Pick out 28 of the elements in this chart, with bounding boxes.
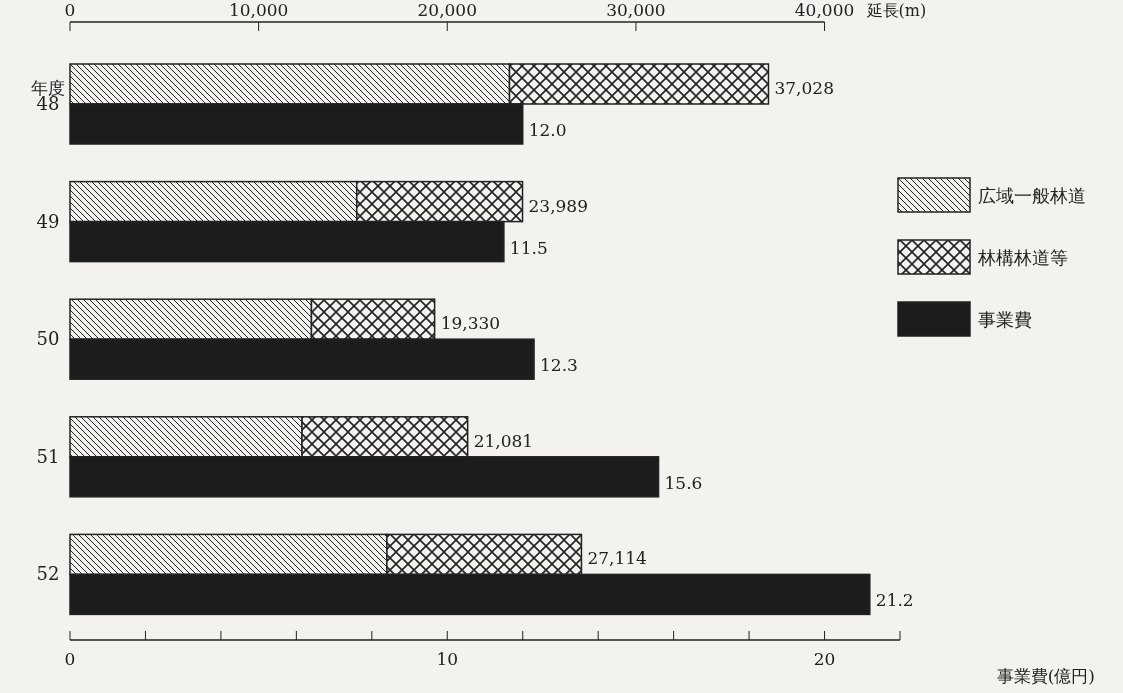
legend: 事業費 [897, 301, 1032, 337]
total-label: 21,081 [473, 430, 534, 451]
x-tick-label: 20 [813, 649, 836, 669]
x-tick-label: 0 [64, 649, 76, 669]
data-label: 11.5 [509, 237, 548, 258]
total-label: 19,330 [440, 313, 501, 334]
legend-label: 事業費 [978, 309, 1032, 330]
x-tick-label: 10 [436, 649, 459, 669]
x-axis-title: 延長(m) [865, 1, 927, 20]
total-label: 23,989 [528, 195, 588, 216]
legend-label: 林構林道等 [977, 247, 1068, 268]
x-tick-label: 40,000 [794, 0, 855, 20]
data-label: 15.6 [664, 472, 703, 493]
data-label: 12.0 [528, 120, 567, 140]
x-tick-label: 0 [64, 0, 76, 20]
total-label: 37,028 [774, 78, 834, 98]
x-tick-label: 10,000 [228, 0, 289, 20]
data-label: 21.2 [875, 590, 914, 611]
data-label: 12.3 [540, 355, 578, 376]
x-axis-title: 事業費(億円) [996, 666, 1095, 686]
legend-label: 広域一般林道 [978, 185, 1086, 206]
x-tick-label: 30,000 [606, 0, 666, 20]
y-tick-label: 51 [36, 445, 60, 467]
y-tick-label: 50 [36, 328, 60, 350]
y-tick-label: 52 [36, 563, 60, 585]
y-tick-label: 49 [36, 210, 60, 232]
total-label: 27,114 [587, 548, 647, 569]
x-tick-label: 20,000 [417, 0, 478, 20]
